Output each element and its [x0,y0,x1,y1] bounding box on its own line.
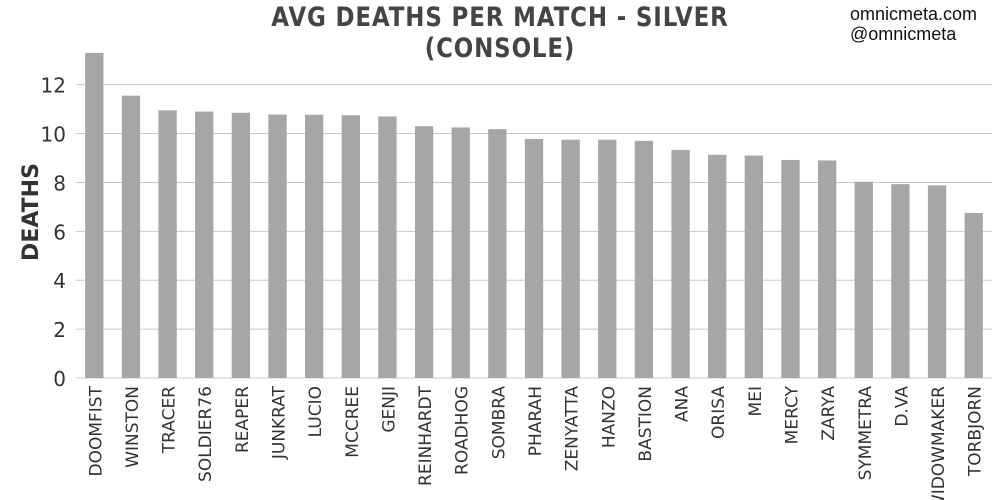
x-tick-labels: DOOMFIST WINSTON TRACER SOLDIER76 REAPER JUNK… [86,385,985,500]
x-tick-label: ANA [673,386,693,422]
x-tick-label: ZARYA [819,386,839,441]
bar-mercy [781,159,800,378]
x-tick-label: DOOMFIST [86,385,106,476]
y-axis-label: DEATHS [19,163,44,261]
credit-website: omnicmeta.com [850,4,978,24]
x-tick-label: WINSTON [123,386,143,468]
x-tick-label: WIDOWMAKER [929,386,949,500]
chart-title: AVG DEATHS PER MATCH - SILVER (CONSOLE) [271,2,729,64]
x-tick-label: LUCIO [306,386,326,437]
x-tick-label: BASTION [636,386,656,462]
y-tick-label: 4 [53,269,66,293]
credit-handle: @omnicmeta [850,24,957,44]
x-tick-label: TORBJORN [966,386,986,477]
y-tick-label: 8 [53,171,66,195]
bar-junkrat [268,114,287,378]
y-tick-labels: 0 2 4 6 8 10 12 [41,74,66,391]
bar-soldier76 [195,111,214,379]
bar-zenyatta [561,139,580,378]
bars [85,52,983,379]
bar-bastion [634,140,654,378]
bar-torbjorn [964,213,983,378]
bar-lucio [305,114,324,378]
bar-ana [671,149,690,378]
x-tick-label: ROADHOG [453,386,473,475]
bar-mei [744,155,763,378]
bar-pharah [524,138,544,378]
bar-roadhog [451,127,470,378]
bar-reaper [231,112,251,379]
bar-genji [378,116,397,378]
y-tick-label: 10 [41,123,66,147]
x-tick-label: REINHARDT [416,385,436,486]
y-tick-label: 12 [41,74,66,98]
bar-doomfist [85,52,104,379]
x-tick-label: JUNKRAT [270,385,290,460]
x-tick-label: TRACER [160,386,180,454]
x-tick-label: GENJI [379,386,399,433]
bar-mccree [341,115,360,378]
x-tick-label: SYMMETRA [856,386,876,481]
bar-reinhardt [414,126,434,378]
x-tick-label: ORISA [709,386,729,439]
bar-orisa [708,154,727,378]
bar-tracer [158,110,177,378]
bar-d-va [891,184,910,378]
x-tick-label: SOMBRA [489,386,509,460]
bar-winston [121,95,141,379]
x-tick-label: D.VA [892,386,912,427]
bar-zarya [817,160,837,378]
bar-sombra [488,129,507,378]
x-tick-label: SOLDIER76 [196,386,216,482]
y-tick-label: 2 [53,318,66,342]
bar-widowmaker [927,185,947,378]
y-tick-label: 0 [53,367,66,391]
x-tick-label: MERCY [782,385,802,444]
x-tick-label: ZENYATTA [563,386,583,472]
y-tick-label: 6 [53,220,66,244]
credits: omnicmeta.com @omnicmeta [850,4,977,44]
x-tick-label: MEI [746,386,766,416]
x-tick-label: HANZO [599,386,619,448]
x-tick-label: MCCREE [343,386,363,458]
x-tick-label: PHARAH [526,386,546,456]
x-tick-label: REAPER [233,386,253,453]
bar-hanzo [598,139,617,378]
bar-symmetra [854,181,873,378]
